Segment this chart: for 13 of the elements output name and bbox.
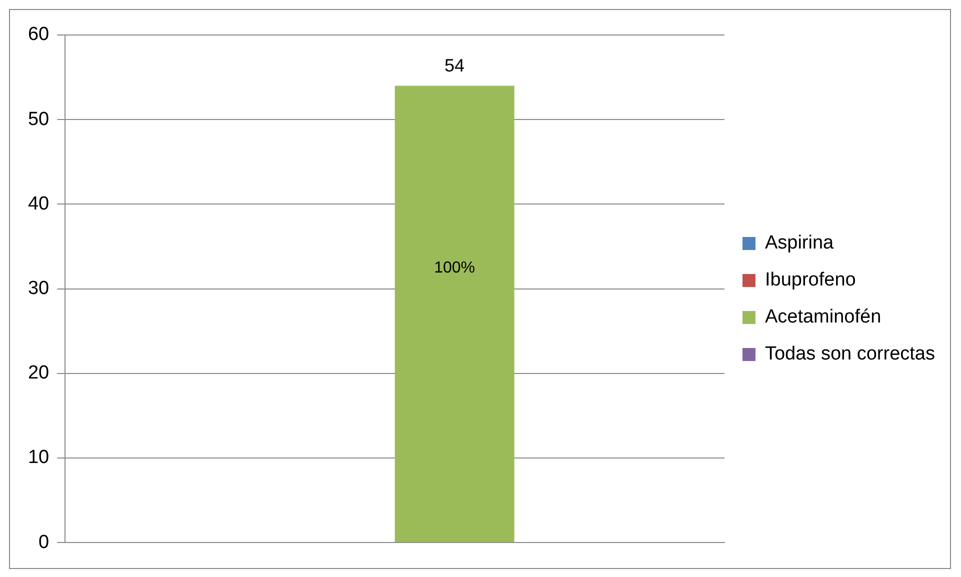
legend-label: Todas son correctas [764,344,936,365]
legend-label: Ibuprofeno [764,270,856,291]
annotation: 100% [434,260,476,277]
data-label: 54 [444,56,465,76]
y-tick-label: 20 [28,362,50,384]
y-tick-label: 10 [28,447,50,468]
y-tick-label: 30 [28,278,50,300]
legend-label: Aspirina [764,232,834,254]
y-tick-label: 50 [28,108,50,130]
legend-label: Acetaminofén [764,306,882,328]
y-tick-label: 0 [38,532,50,553]
y-tick-label: 60 [28,24,50,46]
y-tick-label: 40 [28,193,50,214]
